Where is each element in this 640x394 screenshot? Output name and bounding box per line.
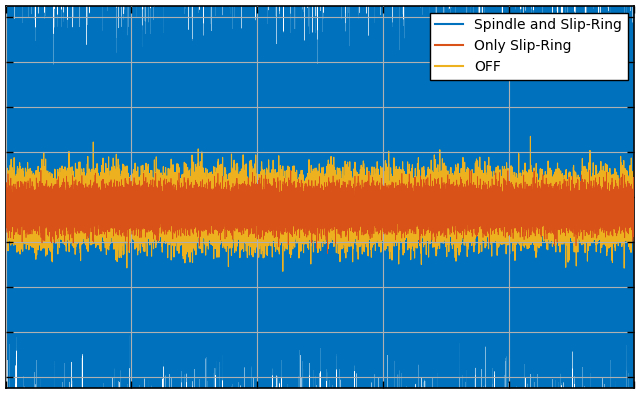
Only Slip-Ring: [466, 167, 474, 172]
OFF: [343, 212, 351, 217]
OFF: [2, 190, 10, 194]
Spindle and Slip-Ring: [380, 285, 388, 290]
Spindle and Slip-Ring: [44, 236, 52, 240]
OFF: [468, 212, 476, 217]
Spindle and Slip-Ring: [2, 144, 10, 149]
Only Slip-Ring: [630, 204, 638, 209]
Line: Only Slip-Ring: Only Slip-Ring: [6, 169, 634, 253]
OFF: [527, 134, 534, 139]
Spindle and Slip-Ring: [243, 188, 250, 192]
Only Slip-Ring: [243, 199, 250, 204]
OFF: [243, 204, 250, 209]
Legend: Spindle and Slip-Ring, Only Slip-Ring, OFF: Spindle and Slip-Ring, Only Slip-Ring, O…: [429, 13, 627, 80]
OFF: [630, 194, 638, 199]
Spindle and Slip-Ring: [630, 41, 638, 46]
Only Slip-Ring: [44, 204, 52, 208]
OFF: [279, 269, 287, 274]
Only Slip-Ring: [380, 210, 388, 215]
Only Slip-Ring: [2, 205, 10, 210]
Spindle and Slip-Ring: [468, 167, 476, 172]
Line: OFF: OFF: [6, 136, 634, 271]
Line: Spindle and Slip-Ring: Spindle and Slip-Ring: [6, 0, 634, 394]
Only Slip-Ring: [324, 251, 332, 256]
Only Slip-Ring: [468, 202, 476, 206]
Spindle and Slip-Ring: [153, 337, 161, 342]
OFF: [44, 196, 52, 201]
OFF: [380, 199, 388, 204]
Spindle and Slip-Ring: [343, 177, 351, 182]
OFF: [153, 202, 161, 206]
Only Slip-Ring: [343, 206, 351, 211]
Only Slip-Ring: [153, 193, 161, 198]
